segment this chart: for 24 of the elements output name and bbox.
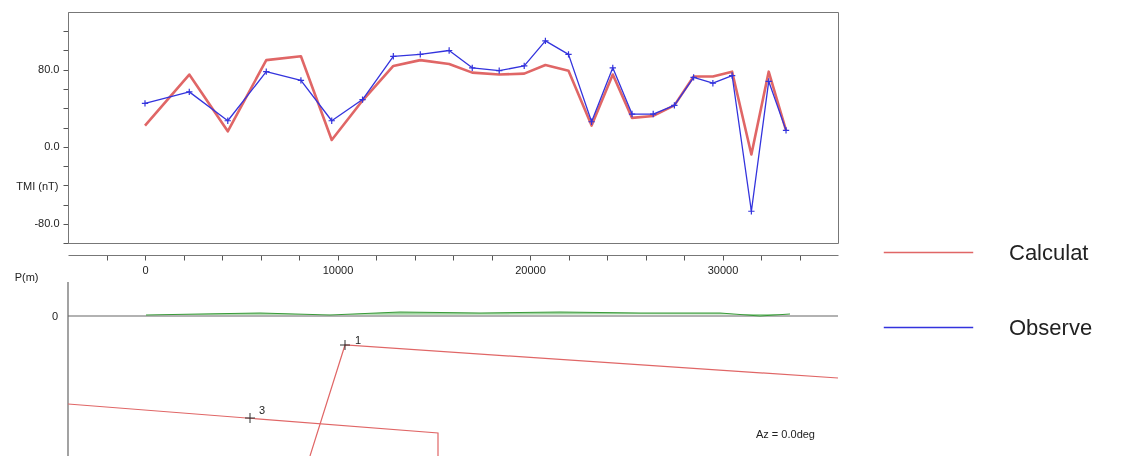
line-series: [143, 54, 788, 156]
point: [297, 76, 305, 85]
point: [541, 37, 550, 45]
text: Az = 0.0deg: [755, 428, 815, 440]
text: 1: [355, 334, 362, 346]
x-tick-label: 20000: [515, 263, 546, 276]
y-axis-title: TMI (nT): [16, 179, 59, 192]
x-tick-label: 0: [142, 263, 149, 276]
text: 3: [259, 404, 266, 416]
y-tick-label: 0.0: [44, 140, 60, 153]
x-tick-label: 30000: [707, 263, 739, 276]
point: [649, 110, 657, 118]
y-tick-label: -80.0: [34, 217, 60, 230]
y-tick-label: 80.0: [38, 63, 60, 76]
text: 0: [51, 310, 58, 322]
legend-label: Calculat: [1009, 239, 1089, 265]
point: [709, 79, 717, 87]
point: [185, 88, 194, 96]
point: [628, 110, 636, 118]
x-tick-label: 10000: [322, 263, 354, 276]
x-axis-title: P(m): [14, 270, 39, 283]
legend-label: Observe: [1009, 314, 1093, 340]
point: [728, 71, 736, 80]
point: [520, 62, 528, 70]
